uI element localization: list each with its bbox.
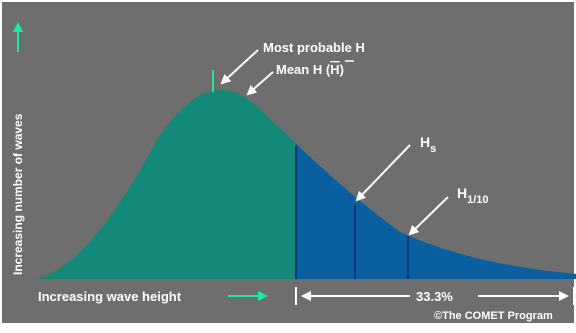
mean-symbol: H [330, 62, 339, 77]
frame-border [0, 0, 576, 325]
highest-third-tail-area [296, 143, 576, 279]
hs-subscript: s [430, 143, 436, 155]
most-probable-arrow [220, 49, 259, 85]
credit-text: ©The COMET Program [434, 310, 553, 322]
h110-arrow [408, 196, 449, 236]
percent-label: 33.3% [416, 289, 453, 304]
h110-label: H1/10 [457, 185, 489, 206]
x-axis-label: Increasing wave height [38, 289, 182, 304]
hs-arrow [355, 144, 411, 202]
most-probable-label: Most probable H [263, 40, 365, 55]
hs-label: Hs [420, 134, 436, 155]
mean-label: Mean H (H) [276, 62, 344, 77]
y-axis-label: Increasing number of waves [11, 113, 25, 275]
mean-arrow [246, 71, 274, 96]
h110-subscript: 1/10 [467, 194, 488, 206]
